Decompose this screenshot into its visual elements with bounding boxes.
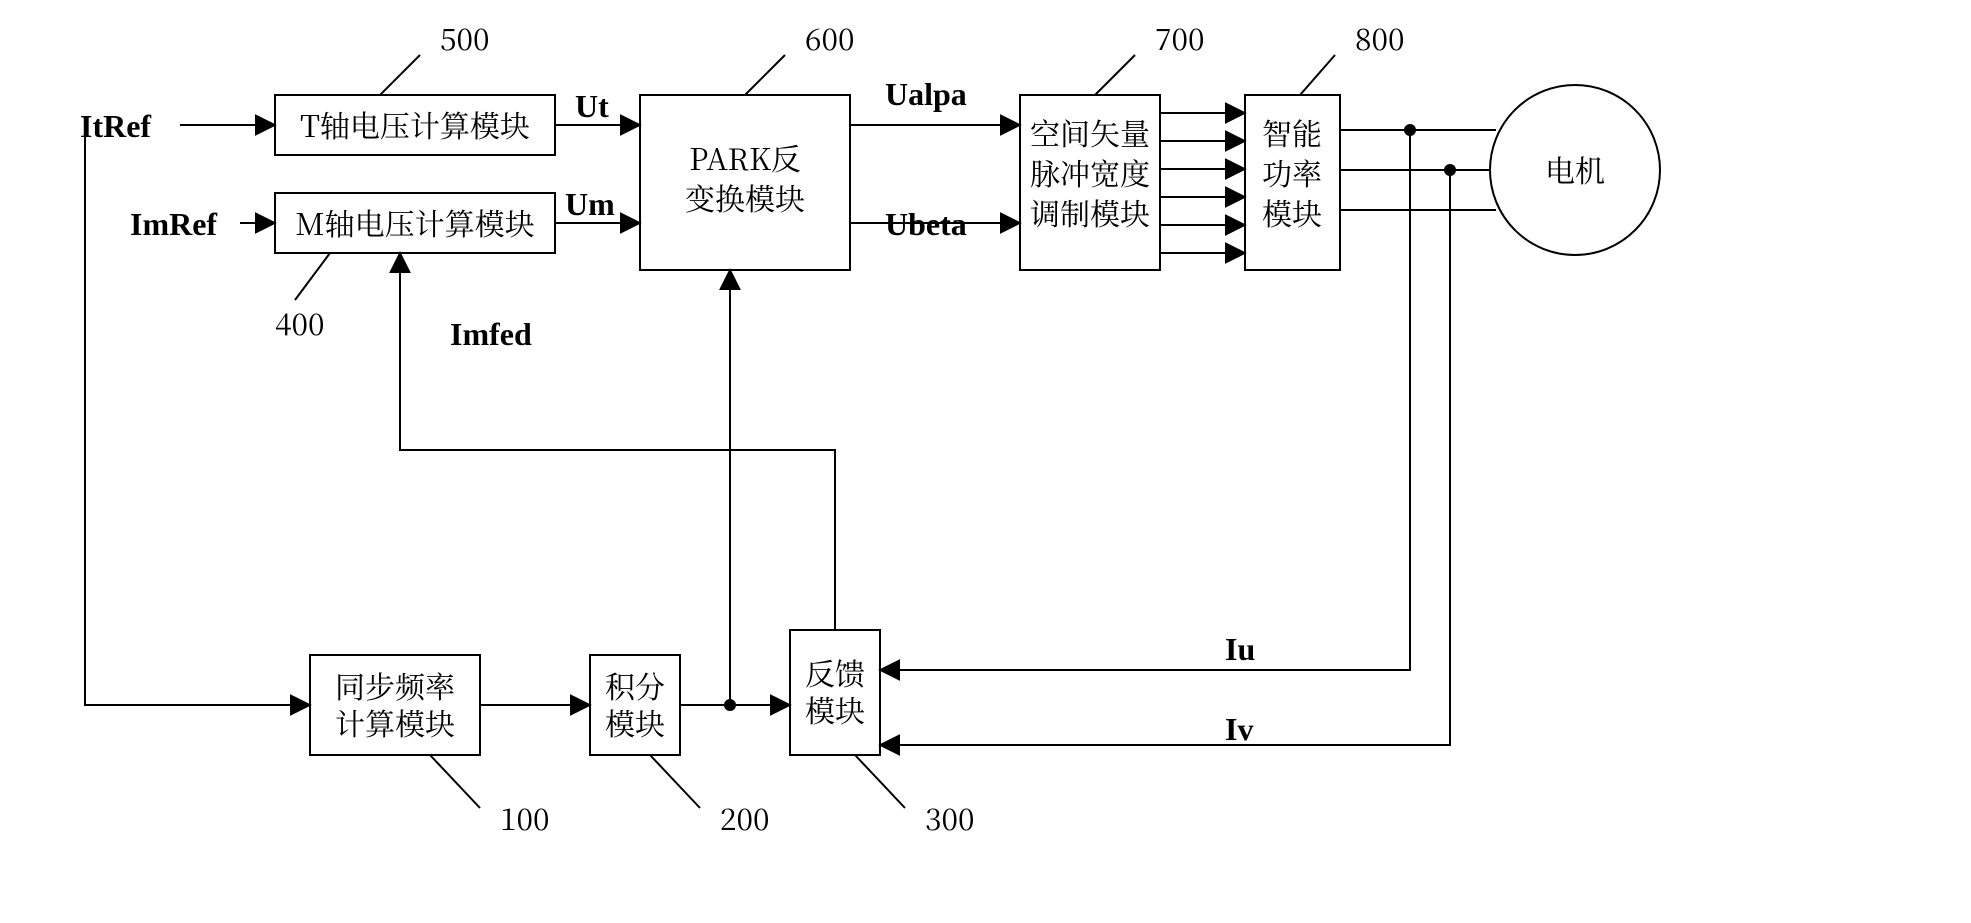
num-600: 600 xyxy=(805,15,855,59)
block-svpwm-line1: 空间矢量 xyxy=(1030,110,1150,154)
leader-600 xyxy=(745,55,785,95)
block-ipm-line2: 功率 xyxy=(1262,150,1322,194)
leader-300 xyxy=(855,755,905,808)
wire-iv xyxy=(880,170,1450,745)
block-m-axis-text: M轴电压计算模块 xyxy=(295,200,534,244)
block-t-axis-text: T轴电压计算模块 xyxy=(300,102,530,146)
label-ualpa: Ualpa xyxy=(885,76,967,112)
label-um: Um xyxy=(565,186,615,222)
label-imref: ImRef xyxy=(130,206,217,242)
label-iv: Iv xyxy=(1225,711,1253,747)
num-800: 800 xyxy=(1355,15,1405,59)
block-integrator-line2: 模块 xyxy=(605,700,665,744)
leader-200 xyxy=(650,755,700,808)
block-park-line1: PARK反 xyxy=(689,135,801,179)
label-itref: ItRef xyxy=(80,108,151,144)
leader-800 xyxy=(1300,55,1335,95)
block-park-line2: 变换模块 xyxy=(685,175,805,219)
leader-500 xyxy=(380,55,420,95)
leader-400 xyxy=(295,253,330,300)
num-500: 500 xyxy=(440,15,490,59)
block-ipm-line3: 模块 xyxy=(1262,190,1322,234)
num-300: 300 xyxy=(925,795,975,839)
block-ipm-line1: 智能 xyxy=(1262,110,1322,154)
leader-700 xyxy=(1095,55,1135,95)
num-200: 200 xyxy=(720,795,770,839)
num-100: 100 xyxy=(500,795,550,839)
block-feedback-line2: 模块 xyxy=(805,687,865,731)
wire-imfed xyxy=(400,253,835,630)
leader-100 xyxy=(430,755,480,808)
block-sync-freq-line2: 计算模块 xyxy=(335,700,455,744)
label-ut: Ut xyxy=(575,88,609,124)
label-imfed: Imfed xyxy=(450,316,532,352)
label-iu: Iu xyxy=(1225,631,1255,667)
block-svpwm-line3: 调制模块 xyxy=(1030,190,1150,234)
num-400: 400 xyxy=(275,300,325,344)
diagram-root: T轴电压计算模块 M轴电压计算模块 PARK反 变换模块 空间矢量 脉冲宽度 调… xyxy=(0,0,1971,923)
block-motor-text: 电机 xyxy=(1545,147,1605,191)
num-700: 700 xyxy=(1155,15,1205,59)
block-svpwm-line2: 脉冲宽度 xyxy=(1030,150,1150,194)
